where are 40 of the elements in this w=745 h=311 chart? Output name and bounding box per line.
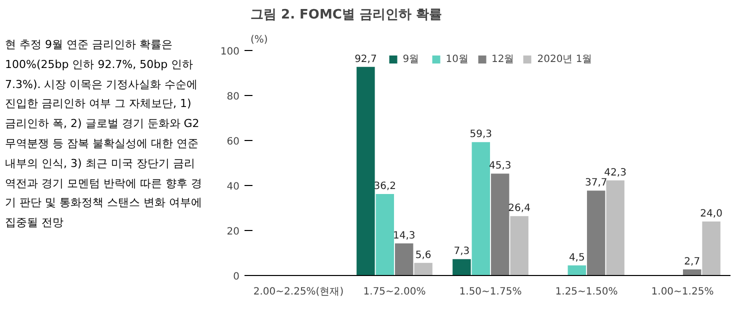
data-label: 42,3	[604, 167, 626, 178]
bar	[606, 180, 624, 276]
chart-title: 그림 2. FOMC별 금리인하 확률	[250, 8, 442, 22]
text: 현 추정 9월 연준 금리인하 확률은 100%(25bp 인하 92.7%, 50bp 인하 7.3%). 시장 이목은 기정사실화 수순에 진입한 금리인하 여부 그 자체보단, 1) 금리인하 폭, 2) 글로벌 경기 둔화와 G2 무역분쟁 등 잠복 불확실성에 대한 연준 내부의 인식, 3) 최근 미국 장단기 금리역전과 경기 모멘텀 반락에 따른 향후 경기 판단 및 통화정책 스탠스 변화 여부에 집중될 전망	[5, 38, 202, 230]
data-label: 59,3	[470, 129, 492, 140]
bar	[568, 265, 586, 276]
legend-label: 2020년 1월	[537, 53, 592, 66]
data-label: 4,5	[568, 252, 585, 264]
data-label: 5,6	[415, 250, 432, 261]
bar	[452, 259, 471, 276]
data-label: 24,0	[700, 208, 722, 220]
bar	[356, 66, 375, 276]
legend-label: 12월	[492, 53, 514, 66]
y-tick-label: 100	[220, 46, 240, 58]
x-tick-label: 1.50~1.75%	[459, 286, 522, 298]
data-label: 2,7	[684, 256, 700, 268]
x-tick-label: 1.75~2.00%	[363, 286, 426, 298]
bar	[472, 142, 490, 276]
y-tick-label: 60	[226, 136, 240, 148]
bar	[414, 262, 432, 276]
data-label: 37,7	[584, 178, 608, 189]
bar	[490, 174, 510, 276]
data-label: 14,3	[392, 230, 416, 242]
bar	[376, 194, 394, 276]
y-tick-label: 80	[226, 92, 240, 102]
legend-label: 9월	[402, 53, 420, 66]
data-label: 92,7	[354, 54, 377, 65]
y-tick-label: 20	[226, 226, 240, 238]
legend-label: 10월	[446, 53, 468, 66]
x-tick-label: 2.00~2.25%(현재)	[253, 286, 344, 298]
x-tick-label: 1.00~1.25%	[651, 286, 714, 298]
bar	[394, 243, 414, 276]
y-tick-label: 0	[233, 272, 240, 282]
x-tick-label: 1.25~1.50%	[555, 286, 618, 298]
bar	[586, 190, 606, 276]
y-axis-title: (%)	[250, 34, 268, 46]
y-tick-label: 40	[226, 182, 240, 192]
data-label: 7,3	[454, 246, 470, 258]
bar	[510, 216, 528, 276]
bar	[702, 222, 720, 276]
